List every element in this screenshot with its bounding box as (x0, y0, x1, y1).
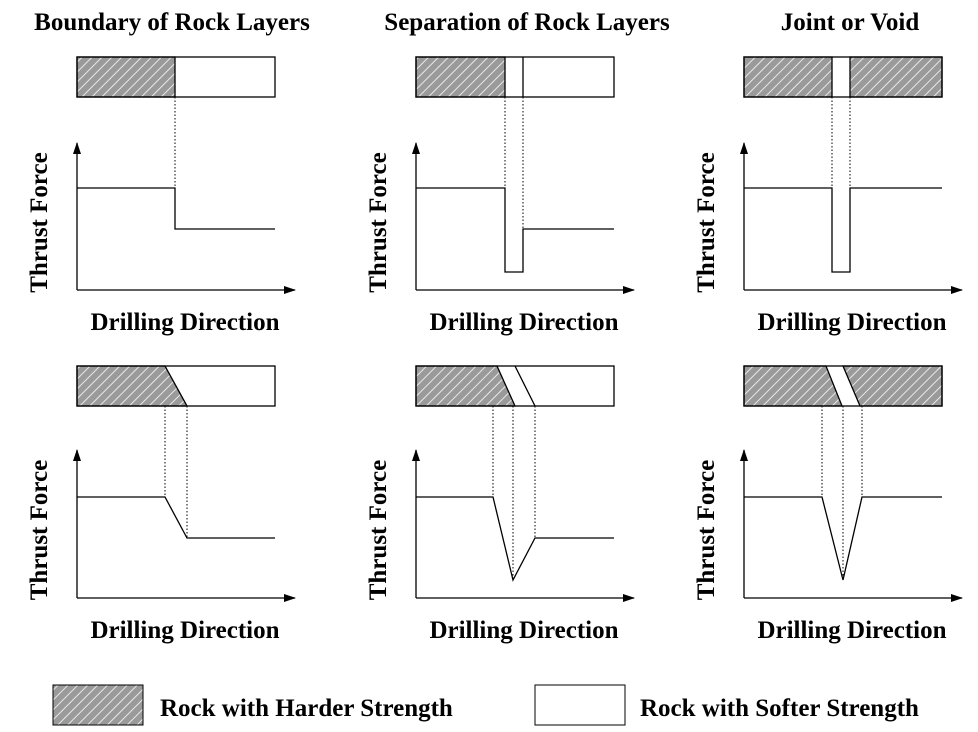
rock-bar-outline (743, 56, 943, 98)
x-axis-label: Drilling Direction (429, 617, 618, 644)
hard-rock (415, 365, 517, 407)
rock-bar-outline (415, 365, 615, 407)
x-axis-label: Drilling Direction (90, 617, 279, 644)
layer-edge (514, 365, 536, 407)
force-curve (77, 496, 275, 539)
y-axis-label: Thrust Force (365, 460, 392, 601)
rock-bar-outline (76, 365, 276, 407)
x-axis-label: Drilling Direction (757, 309, 946, 336)
legend-hard-swatch (52, 684, 144, 726)
y-axis-label: Thrust Force (26, 460, 53, 601)
legend-label: Rock with Harder Strength (160, 695, 453, 722)
legend-label: Rock with Softer Strength (640, 695, 919, 722)
rock-bar-outline (76, 56, 276, 98)
force-curve (77, 187, 275, 230)
y-axis-label: Thrust Force (693, 460, 720, 601)
content: Boundary of Rock Layers Separation of Roc… (26, 9, 963, 644)
hard-rock (415, 56, 506, 98)
column-title: Joint or Void (781, 9, 920, 36)
hard-rock (743, 365, 843, 407)
legend-soft-swatch (534, 684, 626, 726)
hard-rock (76, 56, 176, 98)
y-axis-label: Thrust Force (693, 152, 720, 293)
y-axis-label: Thrust Force (365, 152, 392, 293)
y-axis-label: Thrust Force (26, 152, 53, 293)
x-axis-label: Drilling Direction (90, 309, 279, 336)
hard-rock (743, 56, 833, 98)
column-title: Separation of Rock Layers (384, 9, 670, 36)
rock-bar-outline (415, 56, 615, 98)
hard-rock (842, 365, 943, 407)
hard-rock (849, 56, 943, 98)
force-curve (416, 496, 614, 582)
x-axis-label: Drilling Direction (429, 309, 618, 336)
force-curve (744, 187, 942, 273)
force-curve (744, 496, 942, 581)
x-axis-label: Drilling Direction (757, 617, 946, 644)
force-curve (416, 187, 614, 273)
column-title: Boundary of Rock Layers (34, 9, 310, 36)
